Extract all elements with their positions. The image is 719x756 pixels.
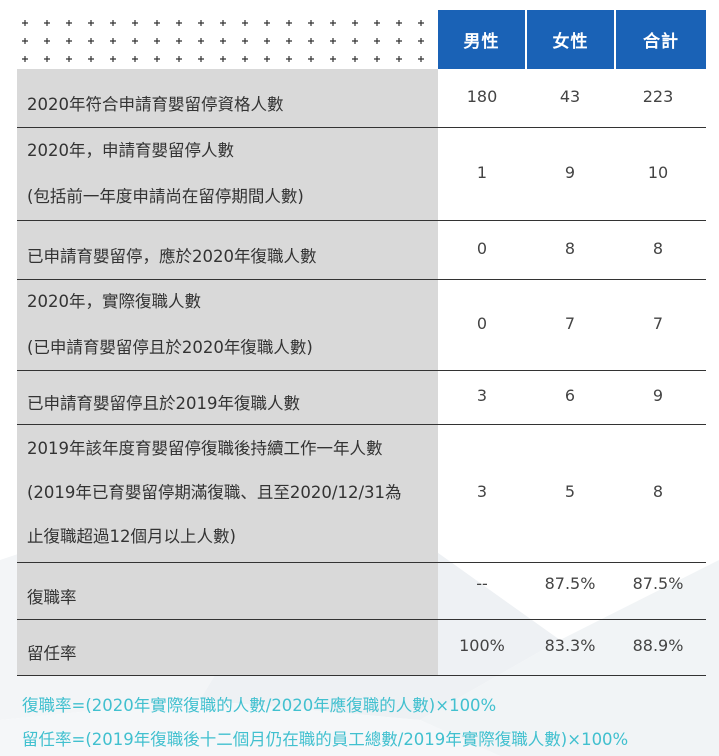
return-rate-formula: 復職率=(2020年實際復職的人數/2020年應復職的人數)×100% [22, 696, 497, 715]
cell-total: 88.9% [632, 636, 684, 655]
cell-male: 0 [476, 314, 488, 333]
row-label: 復職率 [27, 576, 432, 620]
row-label: 已申請育嬰留停，應於2020年復職人數 [27, 235, 432, 279]
retention-rate-formula: 留任率=(2019年復職後十二個月仍在職的員工總數/2019年實際復職人數)×1… [22, 730, 629, 749]
table-row: 2020年，申請育嬰留停人數 (包括前一年度申請尚在留停期間人數) 1 9 10 [17, 127, 706, 220]
label-column-bg [17, 69, 438, 675]
cell-female: 8 [564, 239, 576, 258]
row-label-line: (2019年已育嬰留停期滿復職、且至2020/12/31為 [27, 483, 402, 502]
row-label-line: 已申請育嬰留停，應於2020年復職人數 [27, 247, 317, 266]
header-male: 男性 [438, 10, 525, 69]
row-label: 2020年符合申請育嬰留停資格人數 [27, 83, 432, 127]
table-row: 留任率 100% 83.3% 88.9% [17, 619, 706, 675]
row-divider [17, 675, 706, 676]
row-label: 2019年該年度育嬰留停復職後持續工作一年人數 (2019年已育嬰留停期滿復職、且… [27, 427, 432, 559]
cell-female: 83.3% [544, 636, 596, 655]
cell-total: 8 [652, 482, 664, 501]
cell-female: 7 [564, 314, 576, 333]
row-divider [17, 279, 706, 280]
row-label-line: 留任率 [27, 644, 77, 663]
row-divider [17, 370, 706, 371]
row-divider [17, 424, 706, 425]
row-label-line: 2020年符合申請育嬰留停資格人數 [27, 95, 284, 114]
cell-total: 8 [652, 239, 664, 258]
header-pattern [17, 10, 437, 68]
row-label: 2020年，申請育嬰留停人數 (包括前一年度申請尚在留停期間人數) [27, 128, 432, 220]
row-divider [17, 220, 706, 221]
cell-female: 6 [564, 386, 576, 405]
table-row: 2020年符合申請育嬰留停資格人數 180 43 223 [17, 69, 706, 127]
header-female: 女性 [527, 10, 614, 69]
table-row: 復職率 -- 87.5% 87.5% [17, 562, 706, 619]
cell-male: 3 [476, 482, 488, 501]
table-row: 2019年該年度育嬰留停復職後持續工作一年人數 (2019年已育嬰留停期滿復職、且… [17, 424, 706, 562]
row-label-line: 止復職超過12個月以上人數) [27, 527, 236, 546]
row-label: 已申請育嬰留停且於2019年復職人數 [27, 382, 432, 426]
cell-female: 43 [559, 87, 581, 106]
cell-male: 100% [459, 636, 505, 655]
cell-total: 223 [642, 87, 674, 106]
row-divider [17, 619, 706, 620]
table-row: 已申請育嬰留停且於2019年復職人數 3 6 9 [17, 370, 706, 424]
cell-female: 5 [564, 482, 576, 501]
cell-total: 10 [647, 163, 669, 182]
cell-total: 87.5% [632, 574, 684, 593]
header-total: 合計 [616, 10, 706, 69]
row-label-line: (包括前一年度申請尚在留停期間人數) [27, 187, 304, 206]
cell-female: 9 [564, 163, 576, 182]
cell-female: 87.5% [544, 574, 596, 593]
row-divider [17, 562, 706, 563]
row-label: 2020年，實際復職人數 (已申請育嬰留停且於2020年復職人數) [27, 279, 432, 371]
row-label-line: 復職率 [27, 588, 77, 607]
cell-male: 1 [476, 163, 488, 182]
row-label-line: 已申請育嬰留停且於2019年復職人數 [27, 394, 300, 413]
row-label-line: 2020年，實際復職人數 [27, 292, 201, 311]
cell-male: 3 [476, 386, 488, 405]
cell-male: 0 [476, 239, 488, 258]
table-row: 2020年，實際復職人數 (已申請育嬰留停且於2020年復職人數) 0 7 7 [17, 279, 706, 370]
row-label-line: 2019年該年度育嬰留停復職後持續工作一年人數 [27, 439, 383, 458]
cell-total: 7 [652, 314, 664, 333]
row-divider [17, 127, 706, 128]
cell-total: 9 [652, 386, 664, 405]
row-label-line: 2020年，申請育嬰留停人數 [27, 141, 234, 160]
cell-male: 180 [466, 87, 498, 106]
table-row: 已申請育嬰留停，應於2020年復職人數 0 8 8 [17, 220, 706, 279]
row-label: 留任率 [27, 632, 432, 676]
row-label-line: (已申請育嬰留停且於2020年復職人數) [27, 338, 313, 357]
cell-male: -- [476, 574, 488, 593]
